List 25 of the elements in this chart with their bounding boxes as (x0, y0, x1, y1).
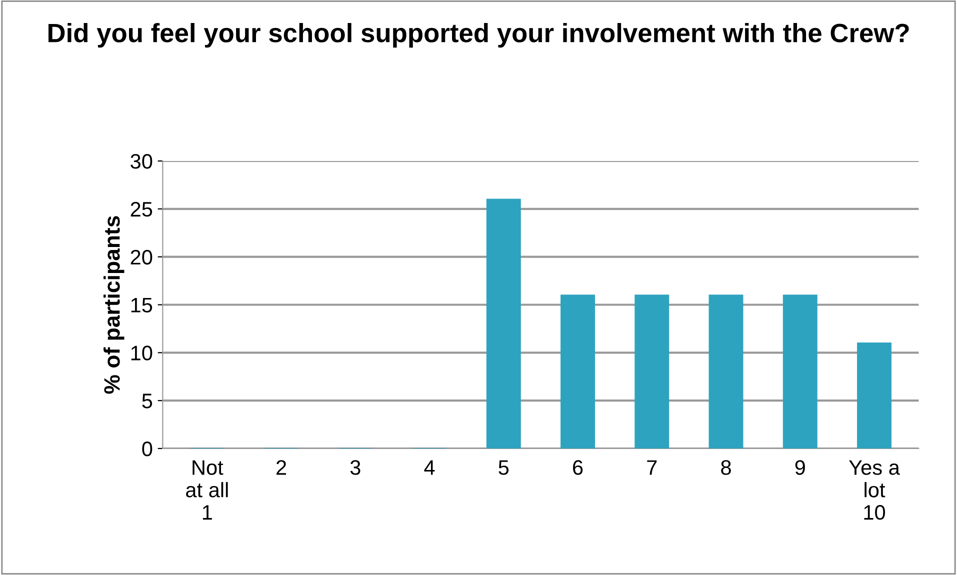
x-tick-label: Not at all 1 (186, 460, 228, 520)
x-tick-label: 8 (721, 460, 731, 475)
bar (708, 294, 744, 448)
x-tick-label: 5 (498, 460, 509, 475)
y-tick-label: 25 (130, 202, 152, 217)
x-tick-label: 6 (573, 460, 583, 475)
bar (634, 294, 670, 448)
x-tick-label: 2 (276, 460, 286, 475)
y-tick-label: 15 (131, 298, 152, 313)
x-tick-label: Yes a lot 10 (849, 460, 900, 520)
chart-title: Did you feel your school supported your involvement with the Crew? (48, 23, 909, 48)
x-tick-label: 9 (795, 460, 805, 475)
bar (560, 294, 595, 448)
y-tick-label: 20 (130, 250, 152, 265)
y-tick-label: 5 (142, 394, 152, 408)
x-tick-label: 7 (647, 460, 657, 475)
x-tick-label: 4 (424, 460, 435, 475)
x-tick-label: 3 (350, 460, 360, 475)
y-tick-label: 0 (142, 442, 152, 456)
y-tick-label: 30 (130, 154, 152, 169)
y-axis-title: % of participants (104, 216, 124, 394)
y-tick-label: 10 (131, 346, 152, 360)
bar (857, 342, 892, 448)
bar (782, 294, 818, 448)
bar (486, 198, 521, 448)
